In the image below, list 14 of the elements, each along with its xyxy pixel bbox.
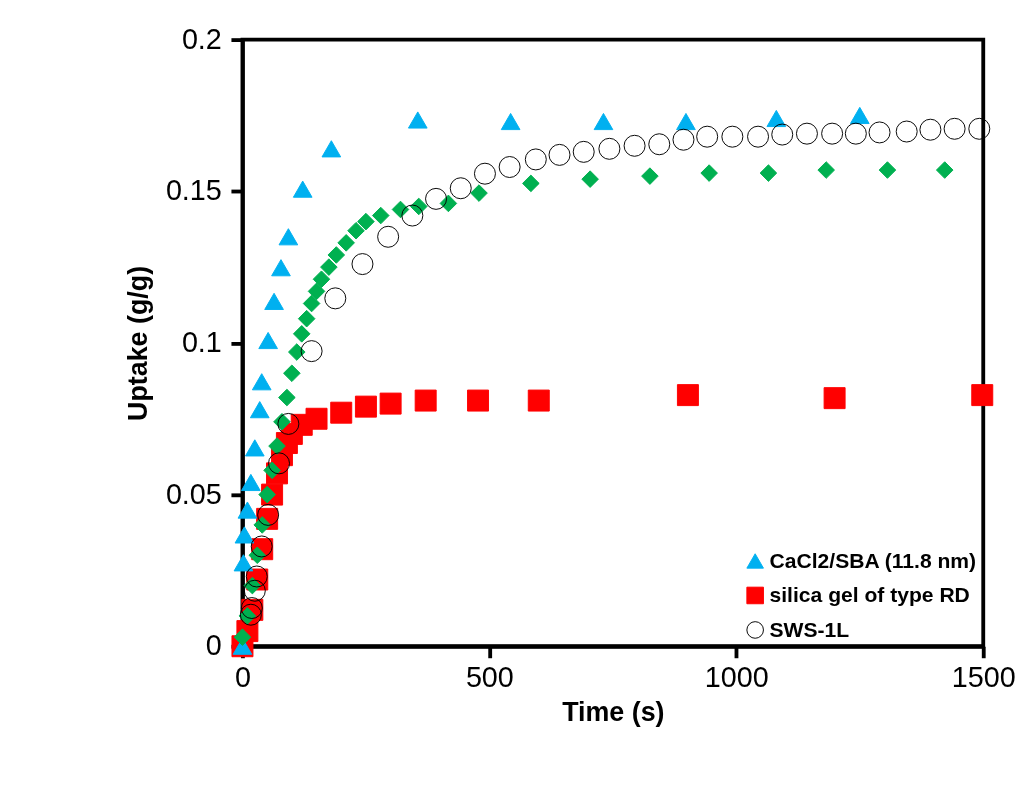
y-tick-label: 0	[205, 629, 222, 662]
x-tick-label: 500	[465, 660, 514, 693]
y-tick-label: 0.05	[165, 477, 222, 510]
x-tick-label: 0	[234, 660, 251, 693]
legend-label: silica gel of type RD	[769, 583, 970, 607]
y-tick-label: 0.15	[165, 174, 222, 207]
legend-label: CaCl2/SBA (11.8 nm)	[769, 548, 977, 572]
x-tick-label: 1000	[704, 660, 769, 693]
y-axis-title: Uptake (g/g)	[122, 265, 153, 421]
x-tick-label: 1500	[951, 660, 1016, 693]
legend-label: SWS-1L	[769, 617, 850, 641]
x-axis-title: Time (s)	[562, 697, 665, 728]
y-tick-label: 0.2	[181, 22, 222, 55]
y-tick-label: 0.1	[181, 326, 222, 359]
